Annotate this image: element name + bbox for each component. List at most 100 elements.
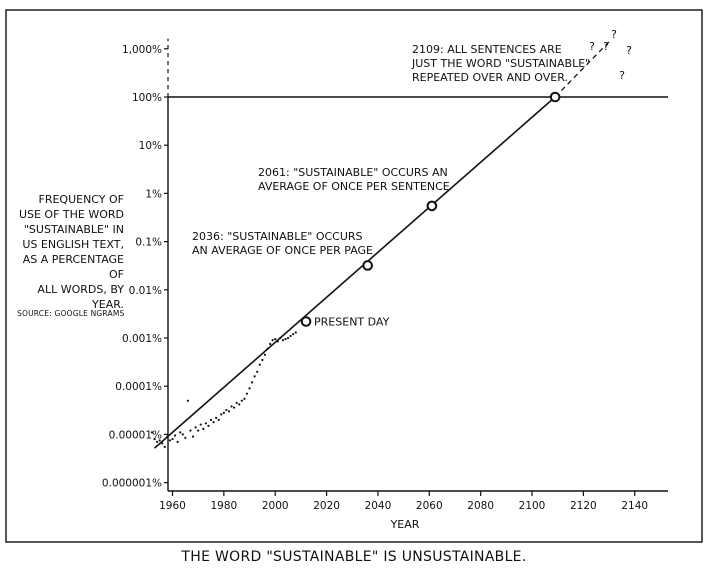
y-tick-label: 0.001% (122, 333, 162, 345)
annotation-label: AN AVERAGE OF ONCE PER PAGE (192, 244, 373, 257)
question-mark: ? (626, 44, 632, 57)
annotation-label: PRESENT DAY (314, 315, 390, 328)
data-point (230, 405, 233, 408)
milestone-marker (426, 200, 438, 212)
data-point (212, 420, 215, 424)
x-tick-label: 1960 (159, 500, 186, 512)
data-point (268, 342, 272, 346)
source-note: SOURCE: GOOGLE NGRAMS (17, 309, 125, 318)
data-point (220, 413, 223, 416)
data-point (284, 337, 287, 341)
data-point (233, 406, 236, 409)
data-point (235, 401, 238, 405)
data-point (158, 439, 161, 442)
data-point (168, 439, 172, 442)
annotation-label: REPEATED OVER AND OVER. (412, 71, 568, 84)
x-tick-label: 1980 (210, 500, 237, 512)
data-point (171, 437, 174, 441)
y-tick-label: 0.000001% (102, 478, 162, 490)
data-point (292, 333, 295, 336)
data-point (289, 334, 292, 338)
y-tick-label: 1% (145, 188, 162, 200)
data-point (253, 375, 256, 378)
milestone-marker (549, 91, 561, 103)
question-mark: ? (603, 40, 609, 53)
y-description-line: FREQUENCY OF (38, 193, 125, 206)
y-tick-label: 0.0001% (115, 381, 162, 393)
x-tick-label: 2000 (262, 500, 289, 512)
annotation-label: JUST THE WORD "SUSTAINABLE" (411, 57, 590, 70)
data-point (155, 440, 159, 443)
x-tick-label: 2060 (416, 500, 443, 512)
data-point (258, 363, 261, 366)
data-point (199, 423, 202, 426)
x-tick-label: 2140 (621, 500, 648, 512)
milestone-marker (362, 260, 373, 271)
data-point (240, 399, 243, 402)
question-mark: ? (611, 28, 617, 41)
x-tick-label: 2040 (365, 500, 392, 512)
data-point (207, 424, 210, 428)
question-mark: ? (619, 69, 625, 82)
annotation-label: 2036: "SUSTAINABLE" OCCURS (192, 230, 363, 243)
y-description-line: ALL WORDS, BY YEAR. (37, 283, 124, 311)
x-tick-label: 2080 (467, 500, 494, 512)
data-point (176, 440, 179, 443)
question-mark: ? (589, 40, 595, 53)
data-point (281, 339, 285, 342)
data-point (251, 381, 254, 384)
trend-line (153, 96, 556, 449)
data-point (191, 435, 195, 438)
y-tick-label: 100% (132, 92, 162, 104)
data-point (222, 411, 225, 414)
data-point (186, 399, 190, 402)
data-point (243, 397, 246, 400)
annotation-label: 2109: ALL SENTENCES ARE (412, 43, 562, 56)
data-point (286, 336, 290, 340)
data-point (173, 434, 177, 437)
x-tick-label: 2120 (570, 500, 597, 512)
data-point (274, 337, 277, 341)
data-point (225, 408, 228, 412)
y-description-line: AS A PERCENTAGE OF (22, 253, 124, 281)
data-point (248, 387, 251, 390)
y-tick-label: 1,000% (122, 44, 162, 56)
data-point (271, 339, 274, 342)
data-point (153, 437, 156, 441)
annotation-label: 2061: "SUSTAINABLE" OCCURS AN (258, 166, 448, 179)
comic-frame (5, 9, 703, 543)
data-point (215, 416, 218, 419)
data-point (179, 431, 182, 434)
data-point (197, 429, 200, 432)
x-tick-label: 2020 (313, 500, 340, 512)
data-point (209, 418, 213, 421)
data-point (163, 445, 166, 449)
data-point (217, 418, 220, 421)
annotation-label: AVERAGE OF ONCE PER SENTENCE (258, 180, 450, 193)
data-point (189, 429, 192, 432)
data-point (227, 410, 231, 413)
data-point (294, 331, 297, 334)
x-axis-title: YEAR (390, 518, 420, 531)
y-description-line: USE OF THE WORD (18, 208, 124, 221)
comic-caption: THE WORD "SUSTAINABLE" IS UNSUSTAINABLE. (181, 549, 527, 565)
data-point (256, 370, 259, 373)
data-point (194, 426, 197, 429)
data-point (238, 403, 241, 406)
y-tick-label: 0.01% (129, 285, 162, 297)
data-point (245, 392, 249, 395)
data-point (261, 358, 264, 362)
data-point (184, 436, 187, 439)
data-point (204, 422, 207, 425)
y-tick-label: 0.00001% (109, 429, 162, 441)
data-point (181, 433, 184, 436)
data-point (150, 431, 154, 434)
y-axis-description: FREQUENCY OF USE OF THE WORD "SUSTAINABL… (6, 192, 124, 312)
data-point (263, 353, 267, 356)
y-description-line: US ENGLISH TEXT, (22, 238, 124, 251)
y-description-line: "SUSTAINABLE" IN (23, 223, 124, 236)
extrapolation-line (554, 41, 610, 98)
y-tick-label: 10% (139, 140, 162, 152)
y-tick-label: 0.1% (135, 237, 162, 249)
